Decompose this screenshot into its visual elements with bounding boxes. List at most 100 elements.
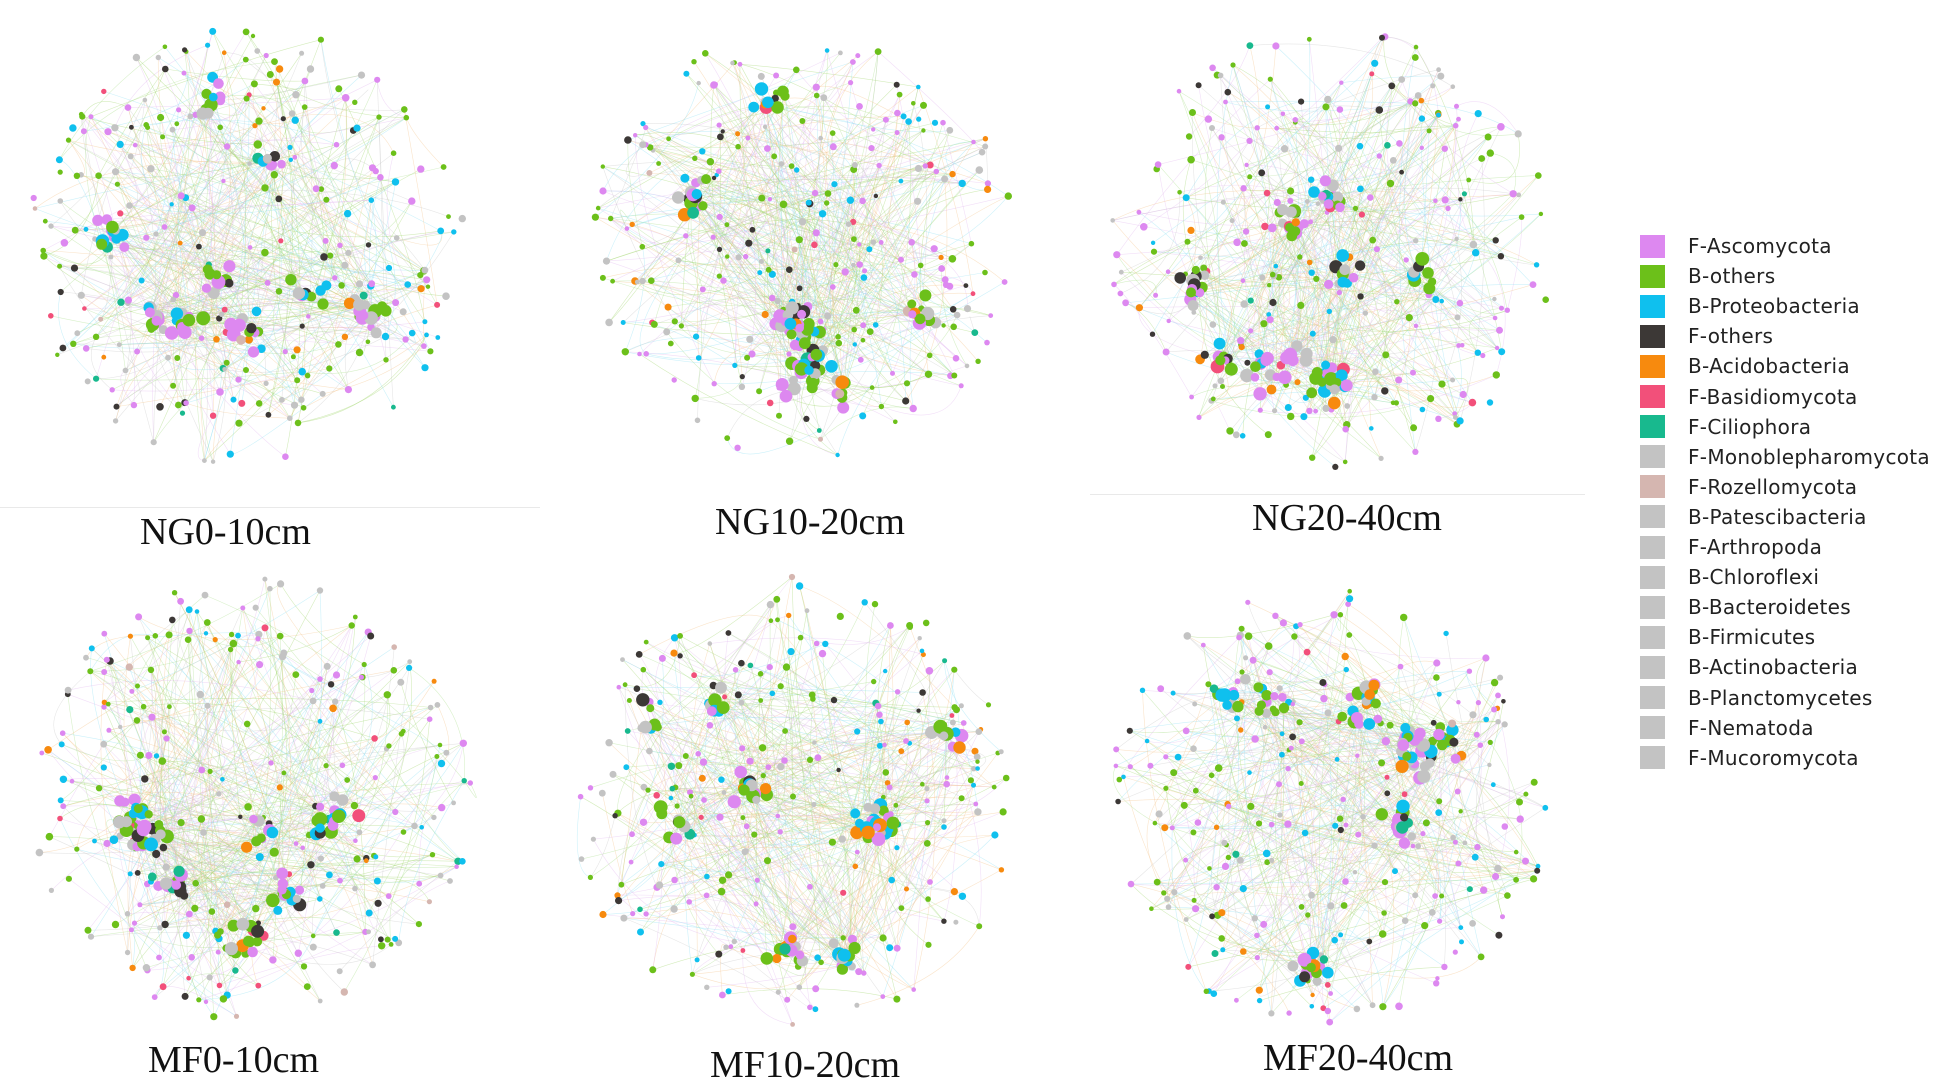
network-edge: [1240, 284, 1534, 341]
network-edge: [767, 97, 823, 139]
network-node: [656, 161, 661, 166]
network-edge: [826, 202, 909, 312]
network-node: [840, 935, 846, 941]
network-node: [630, 911, 636, 917]
network-edge: [162, 756, 438, 987]
network-edge: [1300, 345, 1458, 425]
network-node: [244, 803, 252, 811]
network-node: [252, 904, 260, 913]
network-edge: [661, 783, 947, 865]
network-node: [126, 706, 134, 714]
network-edge: [1259, 671, 1470, 991]
network-edge: [758, 204, 788, 392]
network-edge: [1193, 818, 1341, 901]
network-node: [803, 415, 810, 422]
network-node: [292, 154, 298, 160]
network-node: [818, 649, 827, 658]
network-edge: [1123, 776, 1539, 867]
network-edge: [650, 147, 855, 240]
network-node: [1415, 252, 1430, 266]
network-edge: [62, 74, 362, 349]
network-node: [263, 380, 269, 386]
network-edge: [224, 276, 335, 310]
network-node: [941, 818, 947, 824]
network-node: [359, 291, 368, 300]
network-edge: [1371, 73, 1446, 149]
network-node: [1246, 42, 1254, 49]
network-edge: [1268, 126, 1502, 286]
network-edge: [853, 164, 931, 240]
network-edge: [634, 269, 769, 296]
network-node: [767, 197, 773, 202]
network-node: [1260, 320, 1268, 328]
network-edge: [84, 308, 304, 409]
network-node: [695, 355, 702, 361]
network-edge: [127, 912, 258, 942]
network-edge: [1172, 776, 1388, 829]
network-node: [87, 933, 95, 940]
network-edge: [689, 811, 1004, 903]
network-edge: [1216, 645, 1269, 888]
network-edge: [1275, 45, 1496, 319]
network-edge: [322, 876, 356, 889]
network-edge: [832, 133, 854, 266]
network-edge: [650, 708, 816, 1010]
network-node: [229, 639, 238, 648]
network-node: [637, 351, 642, 357]
network-edge: [1376, 194, 1519, 250]
network-node: [306, 291, 317, 302]
network-edge: [137, 835, 215, 1017]
network-node: [373, 877, 381, 885]
network-node: [840, 889, 847, 896]
network-edge: [900, 195, 1009, 261]
network-edge: [1166, 898, 1313, 960]
network-node: [1302, 394, 1309, 401]
network-edge: [673, 722, 908, 910]
network-edge: [718, 124, 906, 402]
network-node: [1150, 240, 1156, 245]
network-edge: [108, 730, 321, 808]
network-edge: [195, 180, 224, 461]
network-edge: [1256, 127, 1397, 404]
network-node: [279, 396, 285, 403]
network-node: [975, 759, 980, 764]
network-node: [276, 867, 289, 880]
network-node: [985, 702, 992, 708]
network-edge: [258, 386, 323, 404]
network-node: [338, 282, 345, 289]
network-node: [343, 209, 352, 218]
network-edge: [135, 669, 153, 808]
network-node: [629, 221, 635, 228]
network-edge: [631, 833, 744, 951]
network-edge: [50, 124, 147, 227]
network-node: [1418, 97, 1425, 104]
network-edge: [625, 351, 896, 423]
network-node: [323, 662, 331, 670]
network-edge: [626, 75, 777, 229]
network-edge: [209, 152, 394, 275]
network-node: [931, 119, 939, 126]
network-edge: [113, 59, 247, 238]
network-node: [109, 387, 115, 393]
network-edge: [59, 265, 406, 340]
network-node: [1369, 236, 1377, 244]
network-edge: [147, 632, 259, 638]
network-edge: [1313, 191, 1473, 403]
network-node: [1200, 264, 1208, 272]
network-node: [838, 50, 843, 56]
network-edge: [791, 165, 915, 275]
network-edge: [1186, 695, 1368, 738]
network-edge: [767, 61, 854, 149]
network-edge: [749, 781, 881, 806]
network-edge: [1268, 201, 1308, 320]
network-edge: [1355, 126, 1501, 209]
network-node: [768, 270, 776, 278]
network-node: [1324, 95, 1332, 104]
network-edge: [106, 659, 459, 862]
network-node: [1272, 408, 1278, 414]
network-edge: [127, 844, 134, 968]
network-edge: [1292, 330, 1500, 361]
network-edge: [75, 187, 266, 231]
network-edge: [668, 138, 792, 167]
network-node: [991, 831, 999, 839]
